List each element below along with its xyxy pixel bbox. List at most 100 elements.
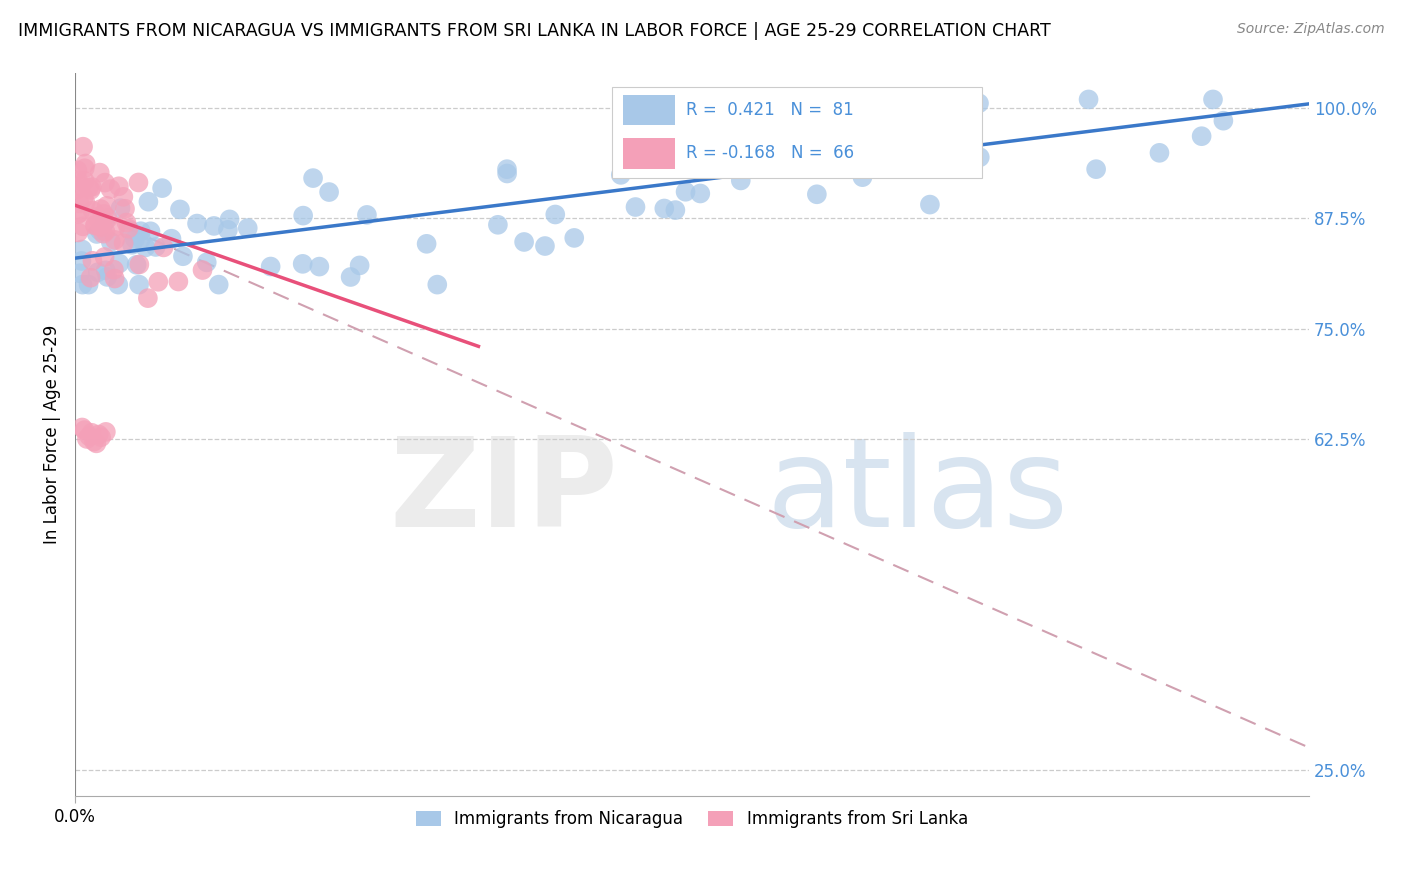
Point (486, 218, 509, 232)
Point (620, 155, 643, 169)
Point (66, 182, 89, 196)
Point (969, 150, 991, 164)
Point (1191, 129, 1213, 144)
Point (125, 258, 148, 272)
Point (128, 257, 150, 271)
Point (77, 277, 100, 292)
Point (108, 256, 131, 270)
Point (100, 182, 122, 196)
Point (66, 207, 89, 221)
Point (186, 217, 208, 231)
Point (104, 219, 127, 234)
Point (138, 194, 160, 209)
Point (169, 202, 191, 217)
Point (152, 240, 174, 254)
Point (90, 218, 112, 232)
Point (318, 185, 340, 199)
Point (675, 185, 697, 199)
Point (876, 158, 898, 172)
Point (851, 170, 873, 185)
Point (291, 257, 314, 271)
Point (104, 271, 127, 285)
Point (96, 269, 118, 284)
Point (496, 162, 519, 177)
Point (112, 236, 135, 251)
Point (534, 239, 557, 253)
Point (218, 212, 240, 227)
Y-axis label: In Labor Force | Age 25-29: In Labor Force | Age 25-29 (44, 325, 60, 544)
Point (904, 153, 927, 168)
Point (103, 262, 125, 277)
Point (114, 202, 136, 216)
Point (731, 139, 754, 153)
Point (624, 200, 647, 214)
Point (79, 270, 101, 285)
Point (77, 429, 100, 443)
Point (72, 219, 94, 234)
Text: ZIP: ZIP (389, 432, 619, 553)
Point (339, 270, 361, 285)
Point (128, 277, 150, 292)
Point (129, 232, 152, 246)
Point (82, 253, 104, 268)
Point (83, 219, 105, 233)
Point (415, 236, 437, 251)
Point (121, 237, 143, 252)
Point (202, 219, 225, 233)
Point (139, 224, 162, 238)
Point (806, 187, 828, 202)
Point (94, 263, 117, 277)
Point (1077, 92, 1099, 106)
Point (67, 226, 90, 240)
Text: atlas: atlas (766, 432, 1069, 553)
Point (80, 425, 103, 440)
Point (191, 263, 214, 277)
Point (90, 220, 112, 235)
Text: IMMIGRANTS FROM NICARAGUA VS IMMIGRANTS FROM SRI LANKA IN LABOR FORCE | AGE 25-2: IMMIGRANTS FROM NICARAGUA VS IMMIGRANTS … (18, 22, 1052, 40)
Point (148, 275, 170, 289)
Point (83, 434, 105, 449)
Point (72, 191, 94, 205)
Point (94, 176, 117, 190)
Point (1202, 92, 1225, 106)
Point (93, 215, 115, 229)
Point (86, 436, 108, 450)
Point (66, 163, 89, 178)
Point (236, 221, 259, 235)
Point (1212, 113, 1234, 128)
Point (110, 201, 132, 215)
Point (93, 207, 115, 221)
Point (87, 427, 110, 442)
Point (124, 232, 146, 246)
Point (195, 255, 218, 269)
Point (96, 199, 118, 213)
Point (70, 179, 93, 194)
Point (97, 211, 120, 226)
Point (66, 173, 89, 187)
Point (652, 202, 675, 216)
Legend: Immigrants from Nicaragua, Immigrants from Sri Lanka: Immigrants from Nicaragua, Immigrants fr… (409, 804, 974, 835)
Point (302, 171, 325, 186)
Point (689, 186, 711, 201)
Point (292, 209, 315, 223)
Point (94, 225, 117, 239)
Point (115, 215, 138, 229)
Point (75, 195, 97, 210)
Point (612, 124, 634, 138)
Point (118, 223, 141, 237)
Point (77, 180, 100, 194)
Point (496, 166, 519, 180)
Point (308, 260, 330, 274)
Point (75, 156, 97, 170)
Point (69, 266, 91, 280)
Point (72, 139, 94, 153)
Point (217, 223, 239, 237)
Point (943, 126, 966, 140)
Point (659, 153, 682, 168)
Point (112, 190, 135, 204)
Point (967, 96, 990, 111)
Point (349, 259, 371, 273)
Point (108, 179, 131, 194)
Point (86, 210, 108, 224)
Point (426, 277, 449, 292)
